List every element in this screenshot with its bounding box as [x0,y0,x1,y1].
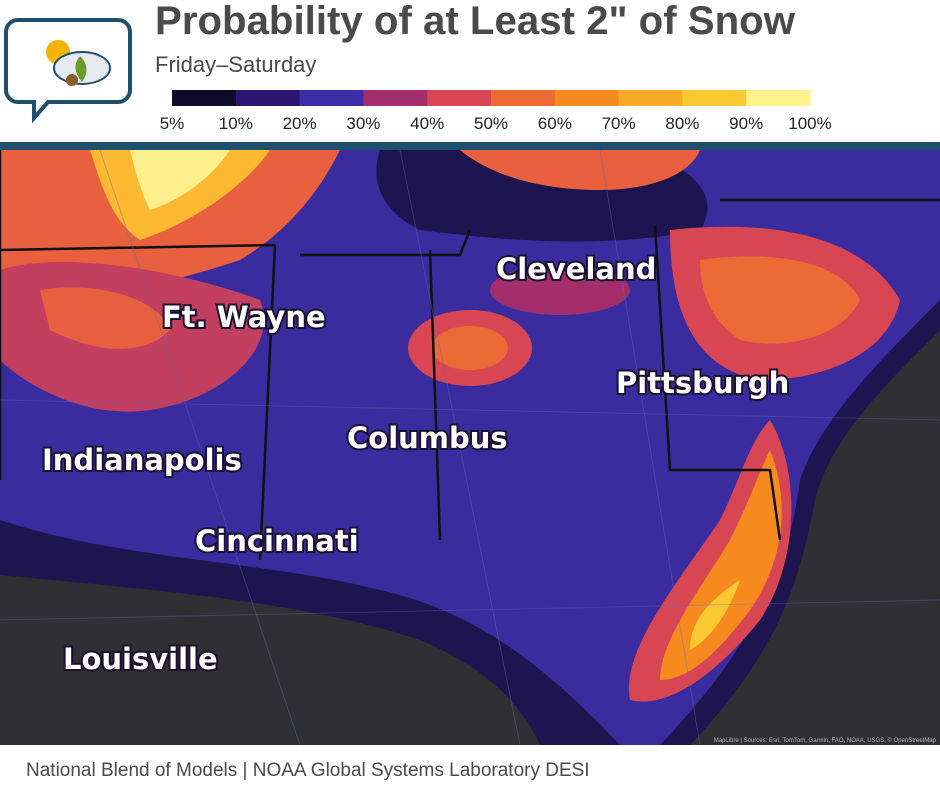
legend-swatch [427,90,492,106]
legend-swatch [235,90,301,106]
legend-label: 100% [788,114,831,133]
city-label: Indianapolis [42,443,242,477]
city-label: Columbus [347,421,508,455]
legend-label: 40% [410,114,444,133]
legend-label: 5% [160,114,185,133]
legend-label: 50% [474,114,508,133]
subtitle: Friday–Saturday [155,52,316,77]
legend-label: 60% [538,114,572,133]
map: Cleveland Ft. Wayne Pittsburgh Columbus … [0,150,940,745]
legend-swatch [746,90,811,106]
legend-label: 80% [665,114,699,133]
footer: National Blend of Models | NOAA Global S… [26,760,590,781]
legend-swatch [299,90,364,106]
city-label: Cleveland [496,252,656,286]
attribution: MapLibre | Sources: Esri, TomTom, Garmin… [714,737,937,744]
logo [4,18,132,124]
legend-label: 90% [729,114,763,133]
legend-swatch [491,90,556,106]
legend-swatch [172,90,237,106]
legend-label: 70% [602,114,636,133]
city-label: Cincinnati [195,524,359,558]
legend-label: 30% [346,114,380,133]
legend-swatch [682,90,747,106]
title: Probability of at Least 2" of Snow [155,0,796,43]
legend: 5% 10% 20% 30% 40% 50% 60% 70% 80% 90% 100% [160,90,832,133]
divider [0,142,940,150]
legend-label: 10% [219,114,253,133]
city-label: Pittsburgh [616,366,789,400]
legend-swatch [554,90,620,106]
city-label: Louisville [63,642,218,676]
legend-label: 20% [283,114,317,133]
city-label: Ft. Wayne [162,300,326,334]
legend-swatch [363,90,428,106]
legend-swatch [618,90,683,106]
